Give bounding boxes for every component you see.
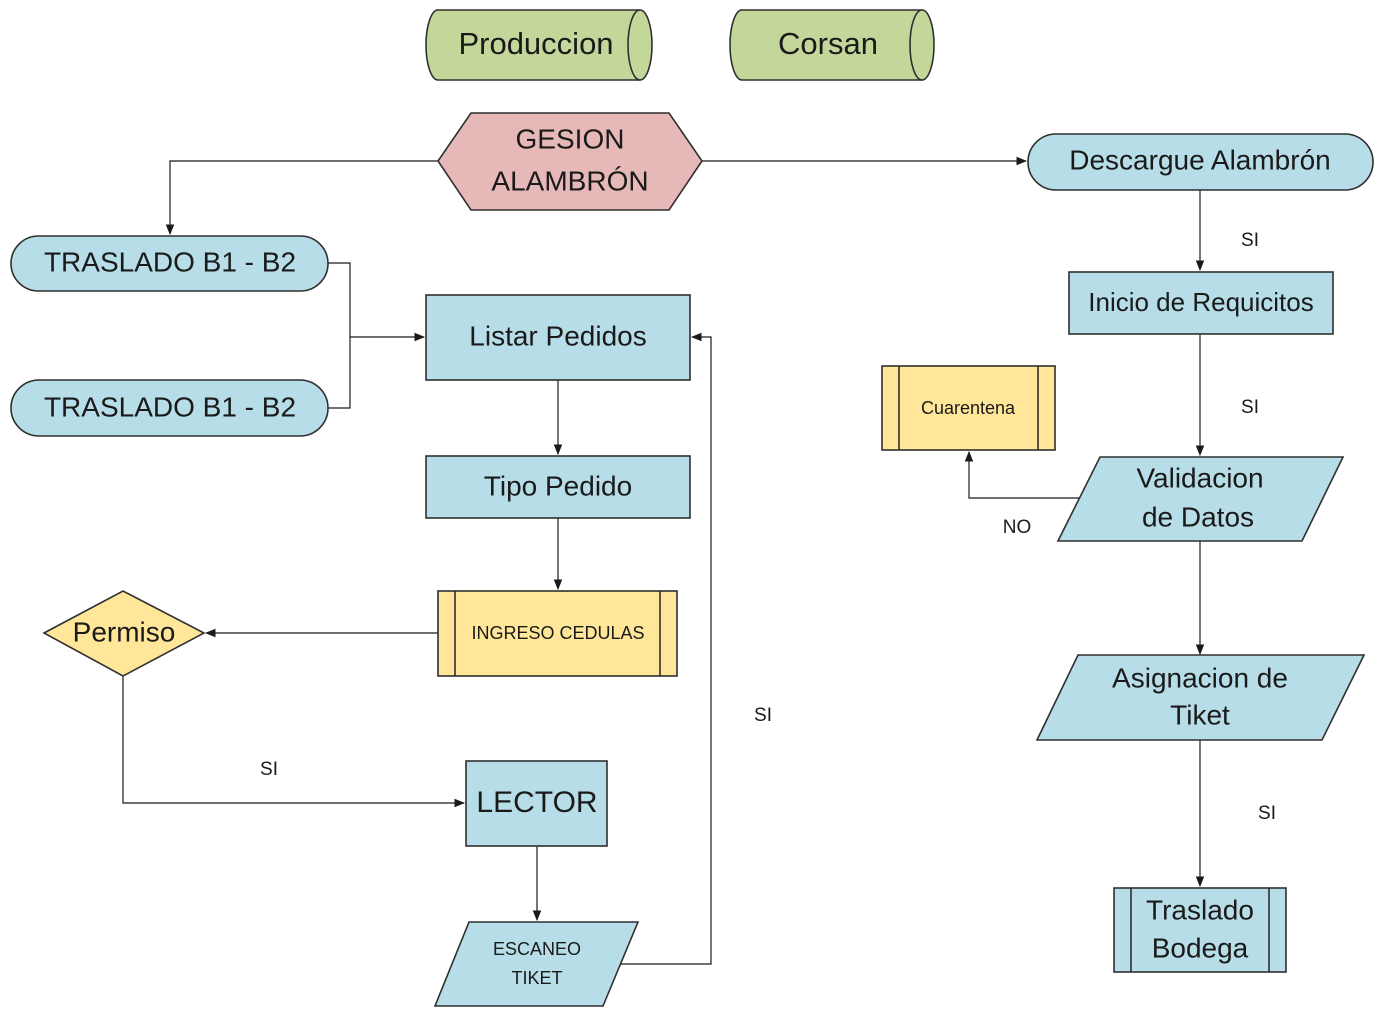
node-tipo-pedido-label: Tipo Pedido — [484, 470, 632, 501]
data-shape — [433, 921, 640, 1007]
process-shape — [1068, 271, 1334, 335]
node-cuarentena-label: Cuarentena — [921, 398, 1016, 418]
predefined-process-shape — [437, 590, 678, 677]
process-shape — [425, 294, 691, 381]
node-ingreso-cedulas-label: INGRESO CEDULAS — [471, 623, 644, 643]
node-traslado-1-label: TRASLADO B1 - B2 — [44, 246, 296, 277]
node-asignacion-line1: Asignacion de — [1112, 662, 1288, 693]
node-escaneo-tiket[interactable]: ESCANEO TIKET — [433, 921, 640, 1007]
node-escaneo-line1: ESCANEO — [493, 939, 581, 959]
node-gesion-alambron[interactable]: GESION ALAMBRÓN — [437, 112, 703, 211]
node-permiso-label: Permiso — [73, 616, 176, 647]
node-gesion-line1: GESION — [516, 123, 625, 154]
edge-labels: SI SI NO SI SI SI — [260, 230, 1276, 824]
predefined-process-shape — [1113, 887, 1287, 973]
edge-traslado1-bracket — [328, 262, 351, 409]
node-listar-pedidos[interactable]: Listar Pedidos — [425, 294, 691, 381]
node-inicio-requicitos[interactable]: Inicio de Requicitos — [1068, 271, 1334, 335]
node-escaneo-line2: TIKET — [511, 968, 562, 988]
edge-label-si-inicio: SI — [1241, 397, 1259, 418]
node-traslado-bodega[interactable]: Traslado Bodega — [1113, 887, 1287, 973]
data-shape — [1056, 456, 1345, 542]
node-traslado-bodega-line2: Bodega — [1152, 932, 1249, 963]
lane-produccion: Produccion — [425, 9, 653, 81]
edges — [122, 156, 1205, 965]
node-validacion-line2: de Datos — [1142, 501, 1254, 532]
node-traslado-b1-b2-bottom[interactable]: TRASLADO B1 - B2 — [10, 379, 329, 437]
edge-label-no-validacion: NO — [1003, 517, 1032, 538]
lane-corsan: Corsan — [729, 9, 935, 81]
lane-corsan-cap — [909, 9, 923, 81]
node-lector-label: LECTOR — [476, 786, 597, 819]
node-descargue-alambron[interactable]: Descargue Alambrón — [1027, 133, 1374, 191]
node-inicio-label: Inicio de Requicitos — [1088, 287, 1313, 317]
edge-permiso-to-lector — [122, 676, 466, 808]
edge-validacion-to-cuarentena — [964, 450, 1079, 499]
node-listar-pedidos-label: Listar Pedidos — [469, 320, 646, 351]
edge-label-si-escaneo: SI — [754, 705, 772, 726]
lane-produccion-cap — [627, 9, 641, 81]
node-cuarentena[interactable]: Cuarentena — [881, 365, 1056, 451]
edge-label-si-asignacion: SI — [1258, 803, 1276, 824]
node-traslado-bodega-line1: Traslado — [1146, 894, 1254, 925]
edge-label-si-permiso: SI — [260, 759, 278, 780]
decision-shape — [42, 590, 206, 677]
process-shape — [425, 455, 691, 519]
terminator-shape — [1027, 133, 1374, 191]
process-shape — [465, 760, 608, 847]
node-permiso[interactable]: Permiso — [42, 590, 206, 677]
node-descargue-label: Descargue Alambrón — [1069, 144, 1330, 175]
node-validacion-datos[interactable]: Validacion de Datos — [1056, 456, 1345, 542]
node-traslado-2-label: TRASLADO B1 - B2 — [44, 391, 296, 422]
terminator-shape — [10, 235, 329, 292]
node-tipo-pedido[interactable]: Tipo Pedido — [425, 455, 691, 519]
hexagon-shape — [437, 112, 703, 211]
node-asignacion-tiket[interactable]: Asignacion de Tiket — [1035, 654, 1366, 741]
edge-label-si-descargue: SI — [1241, 230, 1259, 251]
node-traslado-b1-b2-top[interactable]: TRASLADO B1 - B2 — [10, 235, 329, 292]
node-asignacion-line2: Tiket — [1170, 699, 1230, 730]
node-ingreso-cedulas[interactable]: INGRESO CEDULAS — [437, 590, 678, 677]
edge-gesion-to-traslado — [165, 160, 438, 236]
lane-corsan-label: Corsan — [778, 26, 878, 61]
terminator-shape — [10, 379, 329, 437]
node-lector[interactable]: LECTOR — [465, 760, 608, 847]
edge-escaneo-to-listar — [618, 332, 712, 965]
predefined-process-shape — [881, 365, 1056, 451]
node-validacion-line1: Validacion — [1136, 462, 1263, 493]
data-shape — [1035, 654, 1366, 741]
node-gesion-line2: ALAMBRÓN — [491, 165, 648, 196]
lane-produccion-label: Produccion — [458, 26, 613, 61]
